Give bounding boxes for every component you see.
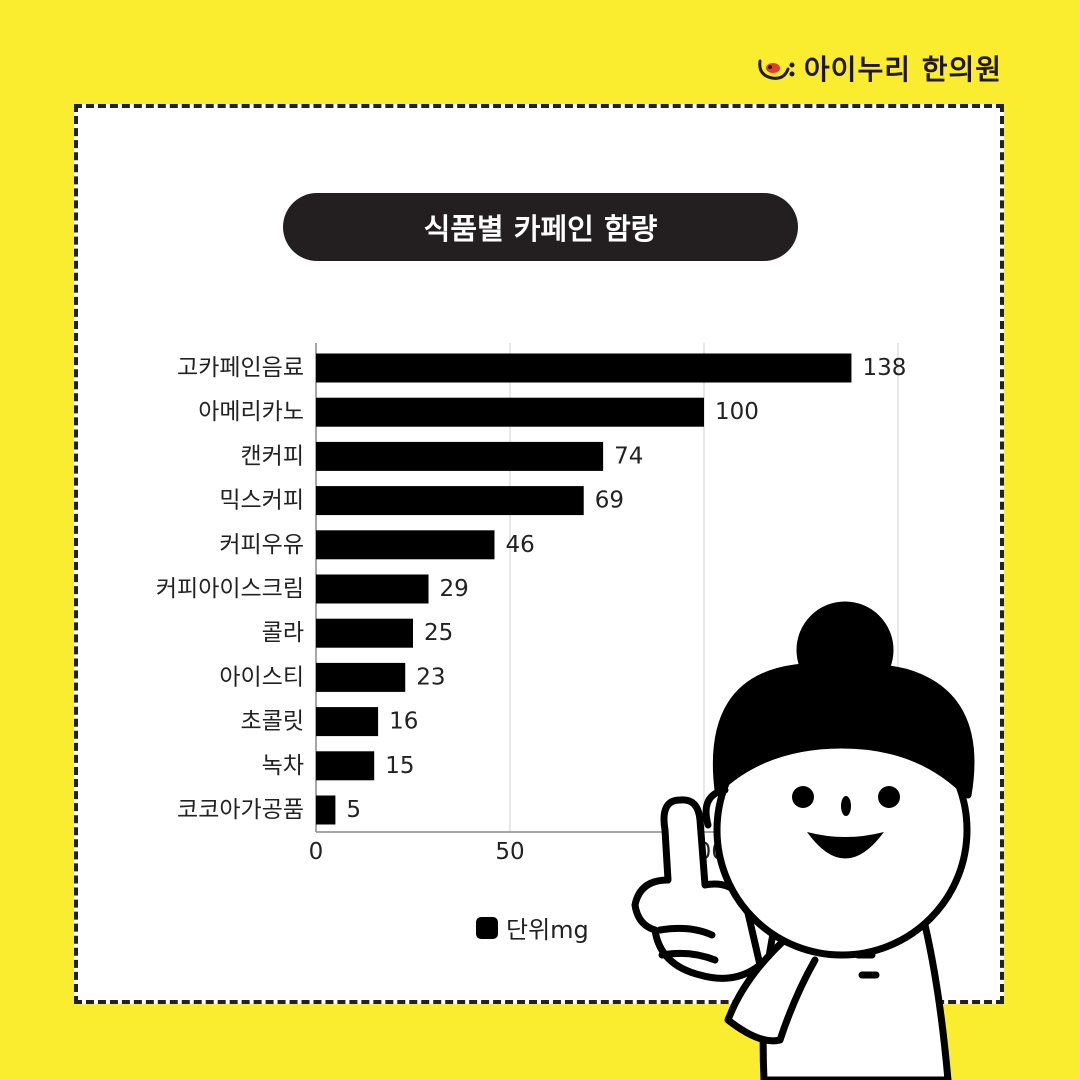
category-label: 아메리카노 [198,399,304,425]
category-label: 아이스티 [219,664,304,690]
category-label: 캔커피 [241,443,304,469]
bar [316,530,495,560]
value-label: 29 [440,576,469,602]
value-label: 100 [715,399,759,425]
brand-name: 아이누리 한의원 [803,53,1002,86]
value-label: 23 [416,664,445,690]
chart-title: 식품별 카페인 함량 [423,212,658,246]
category-label: 코코아가공품 [177,797,304,823]
value-label: 138 [862,355,906,381]
bar [316,795,336,825]
category-label: 커피우유 [219,532,304,558]
value-label: 25 [424,620,453,646]
bar [316,707,379,737]
category-label: 초콜릿 [241,709,304,735]
category-label: 믹스커피 [219,488,304,514]
category-labels: 고카페인음료아메리카노캔커피믹스커피커피우유커피아이스크림콜라아이스티초콜릿녹차… [156,355,304,823]
bar [316,574,429,604]
category-label: 고카페인음료 [177,355,304,381]
legend-swatch [476,916,498,939]
category-label: 콜라 [262,620,304,646]
value-labels: 138 100 74 69 46 29 25 23 16 15 5 [346,355,906,823]
value-label: 5 [346,797,361,823]
bar [316,618,413,648]
brand-logo: 아이누리 한의원 [754,48,1002,88]
category-label: 녹차 [262,753,304,779]
legend-label: 단위mg [506,916,589,944]
x-tick-label: 0 [309,839,324,865]
bar [316,441,604,471]
x-tick-label: 50 [495,839,524,865]
smiley-face-icon [758,59,795,80]
value-label: 74 [614,443,643,469]
value-label: 69 [595,488,624,514]
bar [316,397,704,427]
value-label: 16 [389,709,418,735]
bar [316,662,406,692]
bar [316,751,375,781]
bar [316,486,584,516]
bar [316,353,852,383]
legend: 단위mg [476,910,589,945]
chart-title-pill: 식품별 카페인 함량 [283,193,798,261]
category-label: 커피아이스크림 [156,576,304,602]
bars [316,353,852,825]
value-label: 15 [385,753,414,779]
value-label: 46 [505,532,534,558]
